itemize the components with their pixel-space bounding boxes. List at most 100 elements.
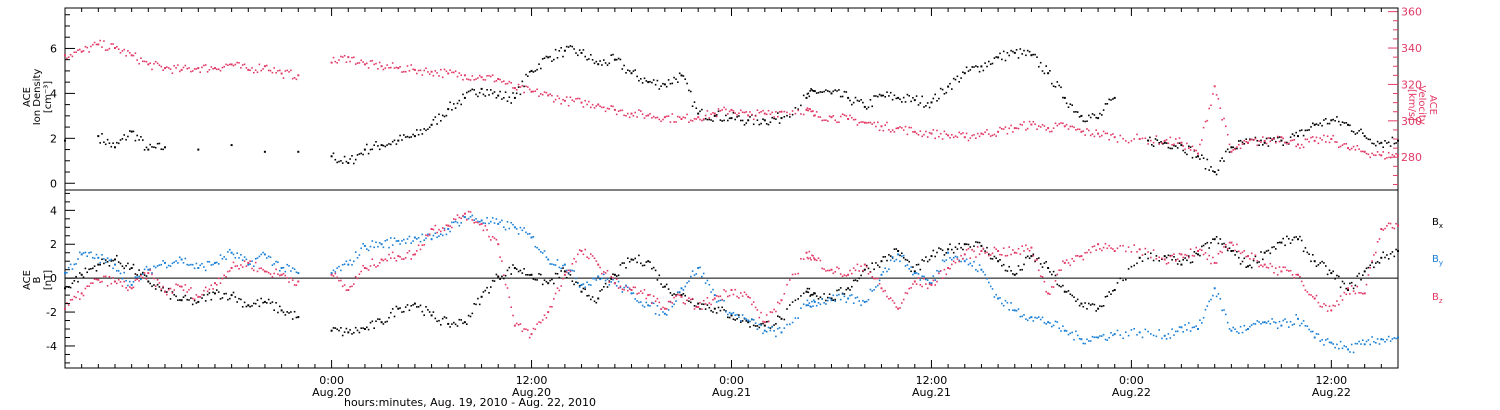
- bx-sample: [154, 288, 157, 290]
- bx-sample: [708, 306, 711, 309]
- velocity-sample: [938, 135, 940, 138]
- ion-density-sample: [671, 82, 674, 85]
- bz-sample: [708, 302, 711, 304]
- bx-sample: [938, 247, 940, 249]
- ion-density-sample: [825, 89, 827, 91]
- ion-density-sample: [495, 97, 498, 99]
- ion-density-sample: [778, 122, 781, 124]
- bx-sample: [1004, 269, 1007, 272]
- velocity-sample: [1339, 145, 1342, 148]
- bx-sample: [610, 278, 612, 280]
- bz-sample: [1289, 269, 1292, 272]
- ion-density-sample: [510, 102, 512, 104]
- velocity-sample: [1238, 143, 1240, 146]
- by-sample: [860, 304, 862, 307]
- bx-sample: [899, 254, 901, 257]
- velocity-sample: [1004, 126, 1007, 128]
- by-point: [197, 267, 200, 269]
- velocity-sample: [971, 134, 973, 137]
- bz-point: [1297, 273, 1299, 276]
- bx-sample: [702, 303, 705, 306]
- bx-sample: [273, 309, 275, 311]
- bx-sample: [1375, 262, 1377, 264]
- ion-density-sample: [436, 123, 438, 125]
- bx-sample: [991, 258, 994, 260]
- by-sample: [715, 301, 718, 303]
- ion-density-sample: [875, 95, 877, 97]
- bx-sample: [791, 301, 794, 303]
- bx-sample: [243, 301, 246, 304]
- velocity-point: [997, 130, 1000, 133]
- ion-density-sample: [403, 134, 405, 136]
- velocity-sample: [175, 67, 177, 69]
- by-sample: [1323, 344, 1325, 346]
- bx-point: [1030, 255, 1033, 258]
- velocity-sample: [625, 115, 627, 117]
- velocity-sample: [71, 55, 74, 58]
- bx-point: [430, 314, 433, 317]
- bx-sample: [356, 329, 359, 332]
- ion-density-sample: [343, 155, 346, 158]
- velocity-sample: [351, 56, 353, 59]
- bz-sample: [519, 323, 522, 325]
- ion-density-sample: [441, 114, 444, 117]
- velocity-sample: [236, 61, 238, 64]
- ion-density-sample: [745, 122, 748, 124]
- velocity-sample: [201, 66, 203, 69]
- bx-sample: [745, 320, 748, 322]
- bx-sample: [682, 293, 685, 295]
- ion-density-ylabel-line1: ACE: [22, 87, 33, 107]
- velocity-sample: [106, 49, 109, 51]
- by-sample: [116, 270, 118, 272]
- bx-sample: [1060, 285, 1062, 288]
- ion-density-sample: [1082, 120, 1085, 122]
- ion-density-tick-label: 6: [50, 42, 57, 55]
- by-sample: [453, 221, 455, 224]
- bx-sample: [1343, 282, 1346, 285]
- bz-sample: [575, 260, 577, 263]
- bx-sample: [469, 315, 472, 318]
- bx-sample: [1338, 275, 1340, 278]
- ion-density-sample: [140, 136, 142, 138]
- by-sample: [928, 281, 931, 284]
- bx-sample: [717, 306, 720, 309]
- by-sample: [1193, 326, 1196, 328]
- by-point: [1197, 328, 1199, 330]
- velocity-sample: [262, 68, 264, 70]
- by-sample: [1336, 343, 1338, 346]
- velocity-ylabel-line1: ACE: [1427, 95, 1438, 115]
- bx-sample: [290, 311, 292, 313]
- bz-sample: [871, 276, 873, 278]
- velocity-sample: [643, 117, 646, 119]
- by-sample: [873, 289, 875, 291]
- bx-sample: [140, 273, 142, 276]
- velocity-sample: [678, 116, 681, 118]
- by-sample: [810, 306, 812, 308]
- velocity-point: [647, 114, 650, 117]
- by-sample: [503, 226, 505, 228]
- velocity-sample: [1023, 121, 1025, 123]
- bz-sample: [636, 293, 638, 295]
- by-sample: [1289, 320, 1292, 323]
- ion-density-sample: [501, 98, 503, 100]
- velocity-sample: [1282, 137, 1284, 140]
- velocity-sample: [627, 112, 629, 115]
- bx-sample: [253, 302, 255, 305]
- bx-sample: [1349, 282, 1351, 285]
- bx-sample: [1339, 286, 1342, 289]
- by-sample: [856, 296, 859, 299]
- bz-sample: [177, 284, 179, 286]
- by-sample: [441, 234, 444, 237]
- velocity-sample: [769, 113, 772, 115]
- ion-density-sample: [919, 102, 922, 104]
- bx-sample: [710, 309, 712, 312]
- bx-sample: [440, 324, 442, 326]
- bz-sample: [656, 297, 659, 300]
- bx-sample: [478, 303, 481, 306]
- by-sample: [719, 299, 722, 302]
- velocity-sample: [258, 63, 261, 66]
- bx-sample: [1136, 262, 1138, 265]
- by-sample: [127, 284, 129, 287]
- bx-point: [214, 292, 216, 295]
